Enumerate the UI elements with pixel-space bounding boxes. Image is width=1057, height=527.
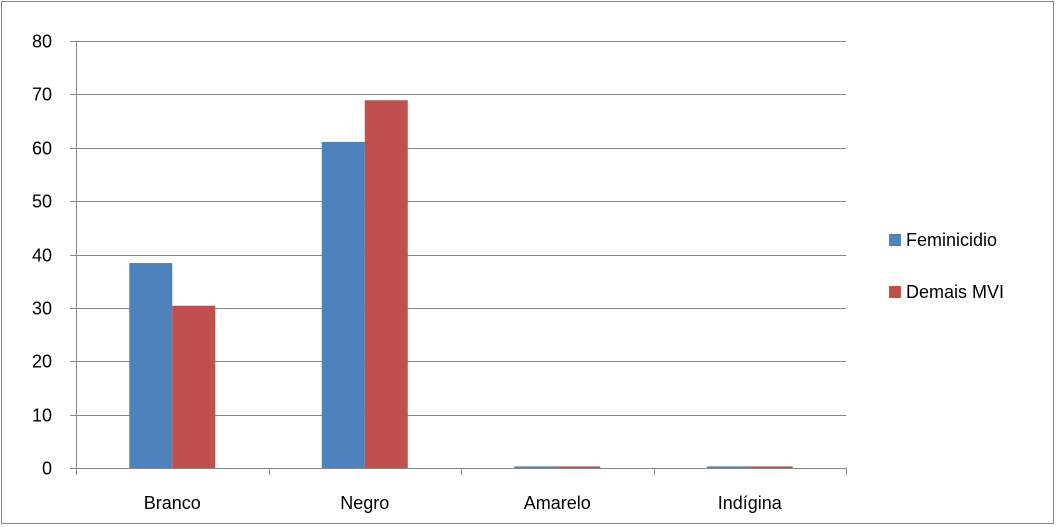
y-tick-label: 20	[32, 352, 52, 372]
y-tick-label: 10	[32, 406, 52, 426]
bar-demais-mvi-branco	[172, 305, 216, 468]
y-axis: 0 10 20 30 40 50 60 70 80	[32, 32, 77, 479]
bar-feminicidio-indígina	[706, 466, 750, 468]
bars	[129, 100, 793, 468]
x-tick-label: Branco	[144, 493, 201, 513]
y-tick-label: 30	[32, 299, 52, 319]
legend-swatch	[889, 286, 901, 298]
y-tick-label: 0	[42, 459, 52, 479]
y-tick-label: 40	[32, 246, 52, 266]
x-tick-label: Indígina	[718, 493, 783, 513]
bar-feminicidio-amarelo	[514, 466, 558, 468]
y-tick-label: 80	[32, 32, 52, 52]
legend: Feminicidio Demais MVI	[889, 230, 1004, 302]
x-tick-label: Amarelo	[524, 493, 591, 513]
bar-demais-mvi-indígina	[749, 466, 793, 468]
x-axis: Branco Negro Amarelo Indígina	[76, 468, 847, 513]
bar-demais-mvi-amarelo	[557, 466, 601, 468]
legend-label: Feminicidio	[906, 230, 997, 250]
y-tick-label: 50	[32, 192, 52, 212]
bar-feminicidio-negro	[321, 141, 365, 468]
y-tick-label: 60	[32, 139, 52, 159]
x-tick-label: Negro	[340, 493, 389, 513]
bar-demais-mvi-negro	[364, 100, 408, 468]
bar-feminicidio-branco	[129, 263, 173, 468]
legend-swatch	[889, 234, 901, 246]
y-tick-label: 70	[32, 85, 52, 105]
legend-label: Demais MVI	[906, 282, 1004, 302]
